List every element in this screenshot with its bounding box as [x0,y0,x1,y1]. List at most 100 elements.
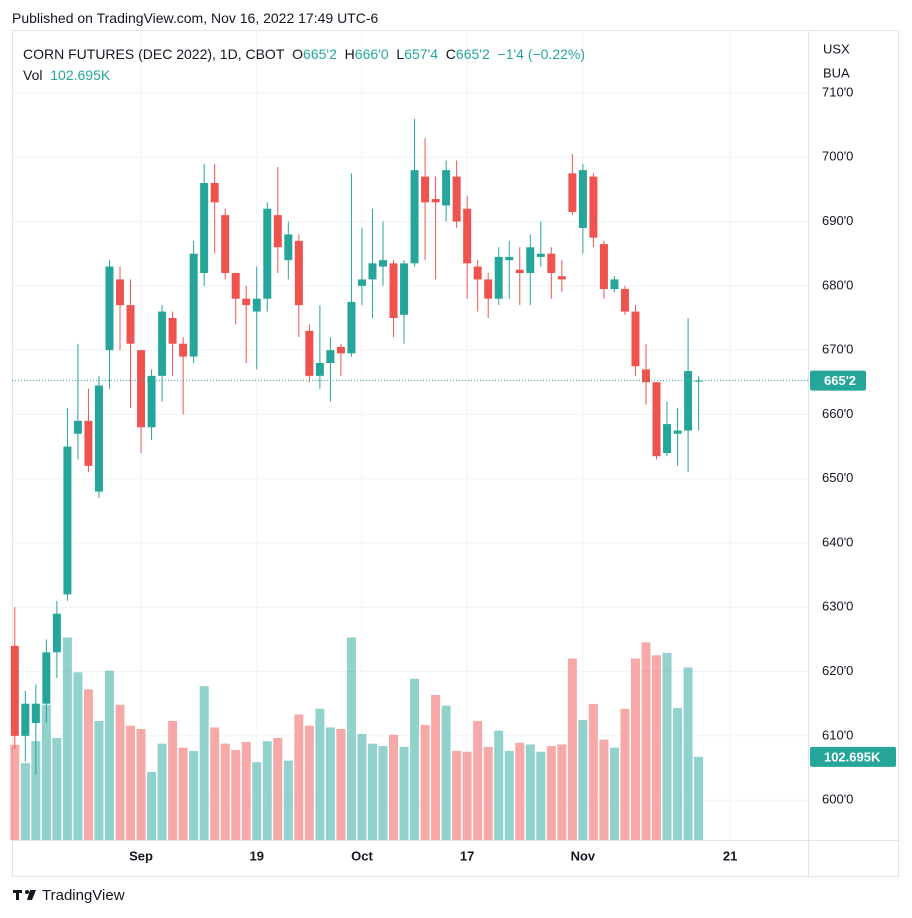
volume-bar [73,672,83,840]
volume-bar [346,637,356,840]
y-tick-label: 710'0 [822,84,853,99]
candle-body [452,176,461,222]
candle-body [536,253,545,257]
volume-bar [410,678,420,840]
candle-body [568,173,577,212]
candle-body [200,183,209,273]
candle-body [126,305,135,344]
volume-bar [620,708,630,840]
candle-body [63,446,72,595]
volume-bar [399,746,409,840]
candle-body [52,613,61,653]
volume-tag-label: 102.695K [824,749,881,764]
candle-body [105,266,114,351]
candle-body [515,269,524,273]
candle-body [694,380,703,382]
volume-bar [94,720,104,840]
volume-bar [599,739,609,840]
candle-body [84,420,93,466]
candle-body [431,199,440,203]
volume-bar [673,707,683,840]
y-tick-label: 690'0 [822,213,853,228]
logo [13,890,36,900]
candle-body [599,244,608,290]
ohlc-value: 665'2 [303,46,337,62]
volume-bar [683,667,693,840]
candle-body [315,363,324,376]
legend-row: Vol 102.695K [23,65,585,86]
candle-body [137,350,146,428]
volume-bar [452,750,462,840]
volume-bar [525,744,535,840]
volume-bar [462,751,472,840]
y-tick-label: 610'0 [822,727,853,742]
x-tick-label: 19 [250,848,264,863]
volume-bar [325,727,335,840]
candle-body [158,311,167,376]
last-price-label: 665'2 [824,373,856,388]
candle-body [557,276,566,280]
candle-body [526,247,535,273]
volume-bar [420,724,430,840]
volume-bar [336,729,346,840]
candle-body [684,371,693,431]
candle-body [357,279,366,286]
candle-body [305,330,314,376]
volume-bar [609,747,619,840]
candle-body [10,645,19,736]
candle-body [210,183,219,203]
y-tick-label: 680'0 [822,277,853,292]
candle-body [589,176,598,238]
y-tick-label: 670'0 [822,342,853,357]
candle-body [473,266,482,280]
volume-bar [578,720,588,840]
volume-bar [473,720,483,840]
volume-tag [810,746,896,767]
y-tick-label: 620'0 [822,663,853,678]
symbol-title: CORN FUTURES (DEC 2022), 1D, CBOT [23,46,285,62]
candle-body [400,263,409,315]
y-tick-label: 640'0 [822,534,853,549]
volume-bar [515,742,525,840]
volume-bar [315,708,325,840]
candle-body [620,289,629,312]
candle-body [494,256,503,299]
volume-bar [378,746,388,840]
volume-bar [357,733,367,840]
ohlc-key: H [344,46,355,62]
volume-bar [83,689,93,840]
candle-body [368,263,377,280]
published-note: Published on TradingView.com, Nov 16, 20… [12,10,379,26]
legend: CORN FUTURES (DEC 2022), 1D, CBOT O665'2… [23,44,585,86]
frame [12,30,899,877]
candle-body [631,311,640,367]
candle-body [189,253,198,357]
volume-bar [115,704,125,840]
volume-bar [189,750,199,840]
volume-bar [168,720,178,840]
candle-body [442,170,451,206]
volume-bar [136,729,146,840]
candle-body [252,298,261,312]
volume-bar [157,743,167,840]
volume-bar [178,747,188,840]
volume-bar [147,771,157,840]
y-tick-label: 630'0 [822,599,853,614]
volume-bar [567,658,577,840]
ohlc-key: O [292,46,304,62]
volume-bar [494,730,504,840]
vol-key: Vol [23,67,43,83]
candle-body [347,301,356,354]
candle-body [242,298,251,306]
volume-bar [210,727,220,840]
volume-bar [588,703,598,840]
volume-bar [483,746,493,840]
candle-body [31,703,40,723]
candle-body [389,263,398,318]
candle-body [505,256,514,261]
volume-bar [389,734,399,840]
volume-bar [431,695,441,840]
x-tick-label: Nov [571,848,596,863]
candle-body [642,369,650,383]
